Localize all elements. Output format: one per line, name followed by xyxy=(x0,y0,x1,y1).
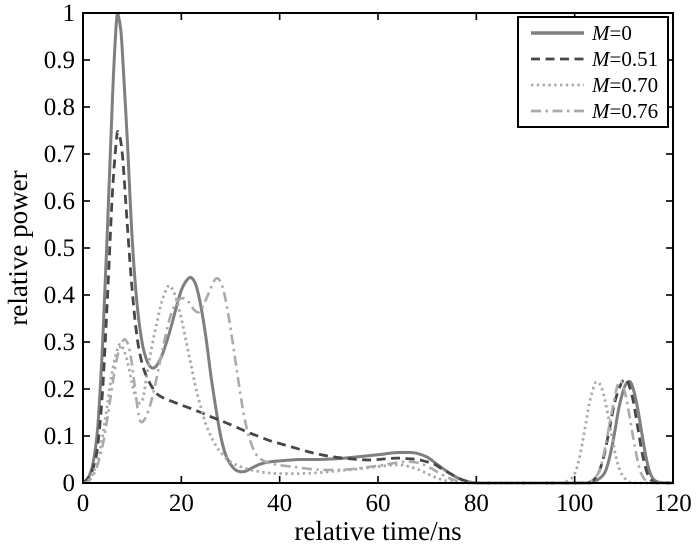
y-tick-label: 1 xyxy=(63,0,76,27)
series-layer xyxy=(81,11,674,485)
legend-line-sample xyxy=(531,57,584,61)
x-tick-label: 20 xyxy=(169,490,194,517)
x-tick-label: 0 xyxy=(77,490,90,517)
y-tick-label: 0.2 xyxy=(44,376,75,403)
x-axis-label: relative time/ns xyxy=(294,516,462,546)
y-tick-label: 0.3 xyxy=(44,329,75,356)
legend-item-label: M=0.51 xyxy=(592,46,659,71)
legend-line-sample xyxy=(531,83,584,87)
legend-line-sample xyxy=(531,31,584,35)
series-line-M051 xyxy=(82,130,673,485)
series-line-M076 xyxy=(82,276,673,485)
y-tick-label: 0.6 xyxy=(44,188,75,215)
tick-label-layer: 0 20 40 60 80 100 120 0 0.1 0.2 0.3 0.4 0.5 0.6 0.7 0.8… xyxy=(44,0,692,517)
y-tick-label: 0.4 xyxy=(44,282,76,309)
x-tick-label: 60 xyxy=(366,490,391,517)
x-tick-label: 120 xyxy=(654,490,692,517)
legend-item: M=0 xyxy=(530,20,667,46)
y-tick-label: 0.8 xyxy=(44,94,75,121)
axis-layer xyxy=(82,12,674,484)
legend-item: M=0.70 xyxy=(530,72,667,98)
y-tick-label: 0.5 xyxy=(44,235,75,262)
y-tick-label: 0.9 xyxy=(44,47,75,74)
y-tick-label: 0.1 xyxy=(44,423,75,450)
x-tick-label: 40 xyxy=(267,490,292,517)
legend-line-sample xyxy=(531,109,584,113)
legend-item-label: M=0.70 xyxy=(592,72,659,97)
x-tick-label: 80 xyxy=(464,490,489,517)
legend: M=0 M=0.51 M=0.70 M=0.76 xyxy=(517,16,669,128)
legend-item: M=0.76 xyxy=(530,98,667,124)
series-line-M0 xyxy=(81,11,674,485)
legend-item-label: M=0 xyxy=(592,20,632,45)
y-tick-label: 0.7 xyxy=(44,141,75,168)
legend-item: M=0.51 xyxy=(530,46,667,72)
x-tick-label: 100 xyxy=(556,490,594,517)
y-tick-label: 0 xyxy=(63,470,76,497)
y-axis-label: relative power xyxy=(3,170,33,326)
legend-item-label: M=0.76 xyxy=(592,98,659,123)
